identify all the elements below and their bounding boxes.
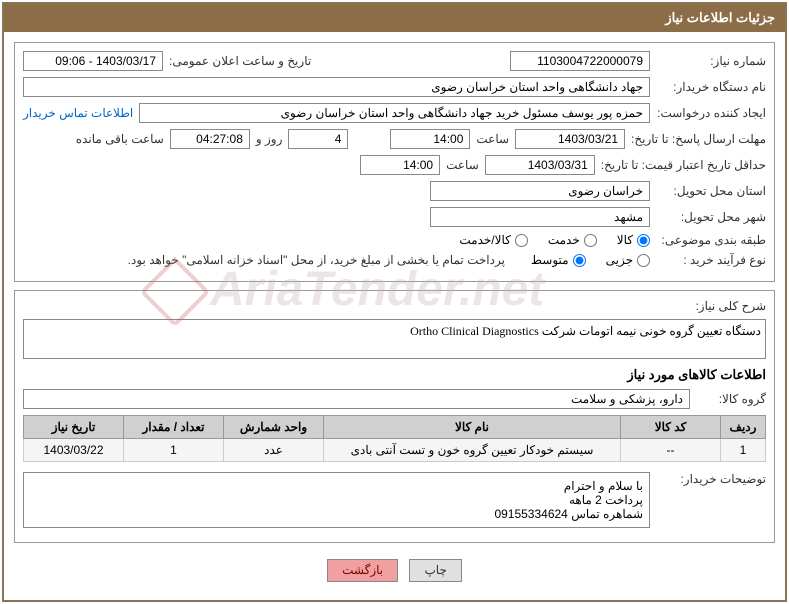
radio-partial-input[interactable] [637,254,650,267]
city-label: شهر محل تحویل: [656,210,766,224]
desc-label: شرح کلی نیاز: [656,299,766,313]
description-box: شرح کلی نیاز: اطلاعات کالاهای مورد نیاز … [14,290,775,543]
hour-label-1: ساعت [476,132,509,146]
group-field: دارو، پزشکی و سلامت [23,389,690,409]
cell-date: 1403/03/22 [24,439,124,462]
days-left-field: 4 [288,129,348,149]
requester-field: حمزه پور یوسف مسئول خرید جهاد دانشگاهی و… [139,103,650,123]
radio-medium[interactable]: متوسط [531,253,586,267]
details-panel: جزئیات اطلاعات نیاز شماره نیاز: 11030047… [2,2,787,602]
validity-label: حداقل تاریخ اعتبار قیمت: تا تاریخ: [601,158,766,172]
province-field: خراسان رضوی [430,181,650,201]
category-label: طبقه بندی موضوعی: [656,233,766,247]
province-label: استان محل تحویل: [656,184,766,198]
desc-textarea [23,319,766,359]
radio-service[interactable]: خدمت [548,233,597,247]
th-row: ردیف [721,416,766,439]
radio-medium-input[interactable] [573,254,586,267]
buyer-org-label: نام دستگاه خریدار: [656,80,766,94]
remaining-label: ساعت باقی مانده [76,132,164,146]
cell-row: 1 [721,439,766,462]
process-label: نوع فرآیند خرید : [656,253,766,267]
radio-goods[interactable]: کالا [617,233,650,247]
th-date: تاریخ نیاز [24,416,124,439]
main-info-box: شماره نیاز: 1103004722000079 تاریخ و ساع… [14,42,775,282]
announce-field: 1403/03/17 - 09:06 [23,51,163,71]
time-left-field: 04:27:08 [170,129,250,149]
items-table: ردیف کد کالا نام کالا واحد شمارش تعداد /… [23,415,766,462]
radio-both-input[interactable] [515,234,528,247]
cell-name: سیستم خودکار تعیین گروه خون و تست آنتی ب… [324,439,621,462]
announce-label: تاریخ و ساعت اعلان عمومی: [169,54,311,68]
deadline-time-field: 14:00 [390,129,470,149]
validity-date-field: 1403/03/31 [485,155,595,175]
radio-partial[interactable]: جزیی [606,253,650,267]
days-and-label: روز و [256,132,283,146]
contact-link[interactable]: اطلاعات تماس خریدار [23,106,133,120]
table-row: 1 -- سیستم خودکار تعیین گروه خون و تست آ… [24,439,766,462]
city-field: مشهد [430,207,650,227]
category-radio-group: کالا خدمت کالا/خدمت [459,233,650,247]
buyer-notes-label: توضیحات خریدار: [656,472,766,486]
need-number-label: شماره نیاز: [656,54,766,68]
need-number-field: 1103004722000079 [510,51,650,71]
deadline-date-field: 1403/03/21 [515,129,625,149]
cell-qty: 1 [124,439,224,462]
th-code: کد کالا [621,416,721,439]
radio-both[interactable]: کالا/خدمت [459,233,527,247]
radio-service-input[interactable] [584,234,597,247]
th-unit: واحد شمارش [224,416,324,439]
hour-label-2: ساعت [446,158,479,172]
th-name: نام کالا [324,416,621,439]
process-radio-group: جزیی متوسط [531,253,650,267]
back-button[interactable]: بازگشت [327,559,398,582]
buyer-notes-box: با سلام و احترام پرداخت 2 ماهه شماهره تم… [23,472,650,528]
cell-code: -- [621,439,721,462]
cell-unit: عدد [224,439,324,462]
validity-time-field: 14:00 [360,155,440,175]
requester-label: ایجاد کننده درخواست: [656,106,766,120]
button-bar: چاپ بازگشت [14,551,775,590]
items-header: اطلاعات کالاهای مورد نیاز [23,367,766,383]
panel-title: جزئیات اطلاعات نیاز [4,4,785,32]
process-note: پرداخت تمام یا بخشی از مبلغ خرید، از محل… [128,253,505,267]
radio-goods-input[interactable] [637,234,650,247]
buyer-org-field: جهاد دانشگاهی واحد استان خراسان رضوی [23,77,650,97]
deadline-label: مهلت ارسال پاسخ: تا تاریخ: [631,132,766,146]
group-label: گروه کالا: [696,392,766,406]
th-qty: تعداد / مقدار [124,416,224,439]
print-button[interactable]: چاپ [409,559,461,582]
